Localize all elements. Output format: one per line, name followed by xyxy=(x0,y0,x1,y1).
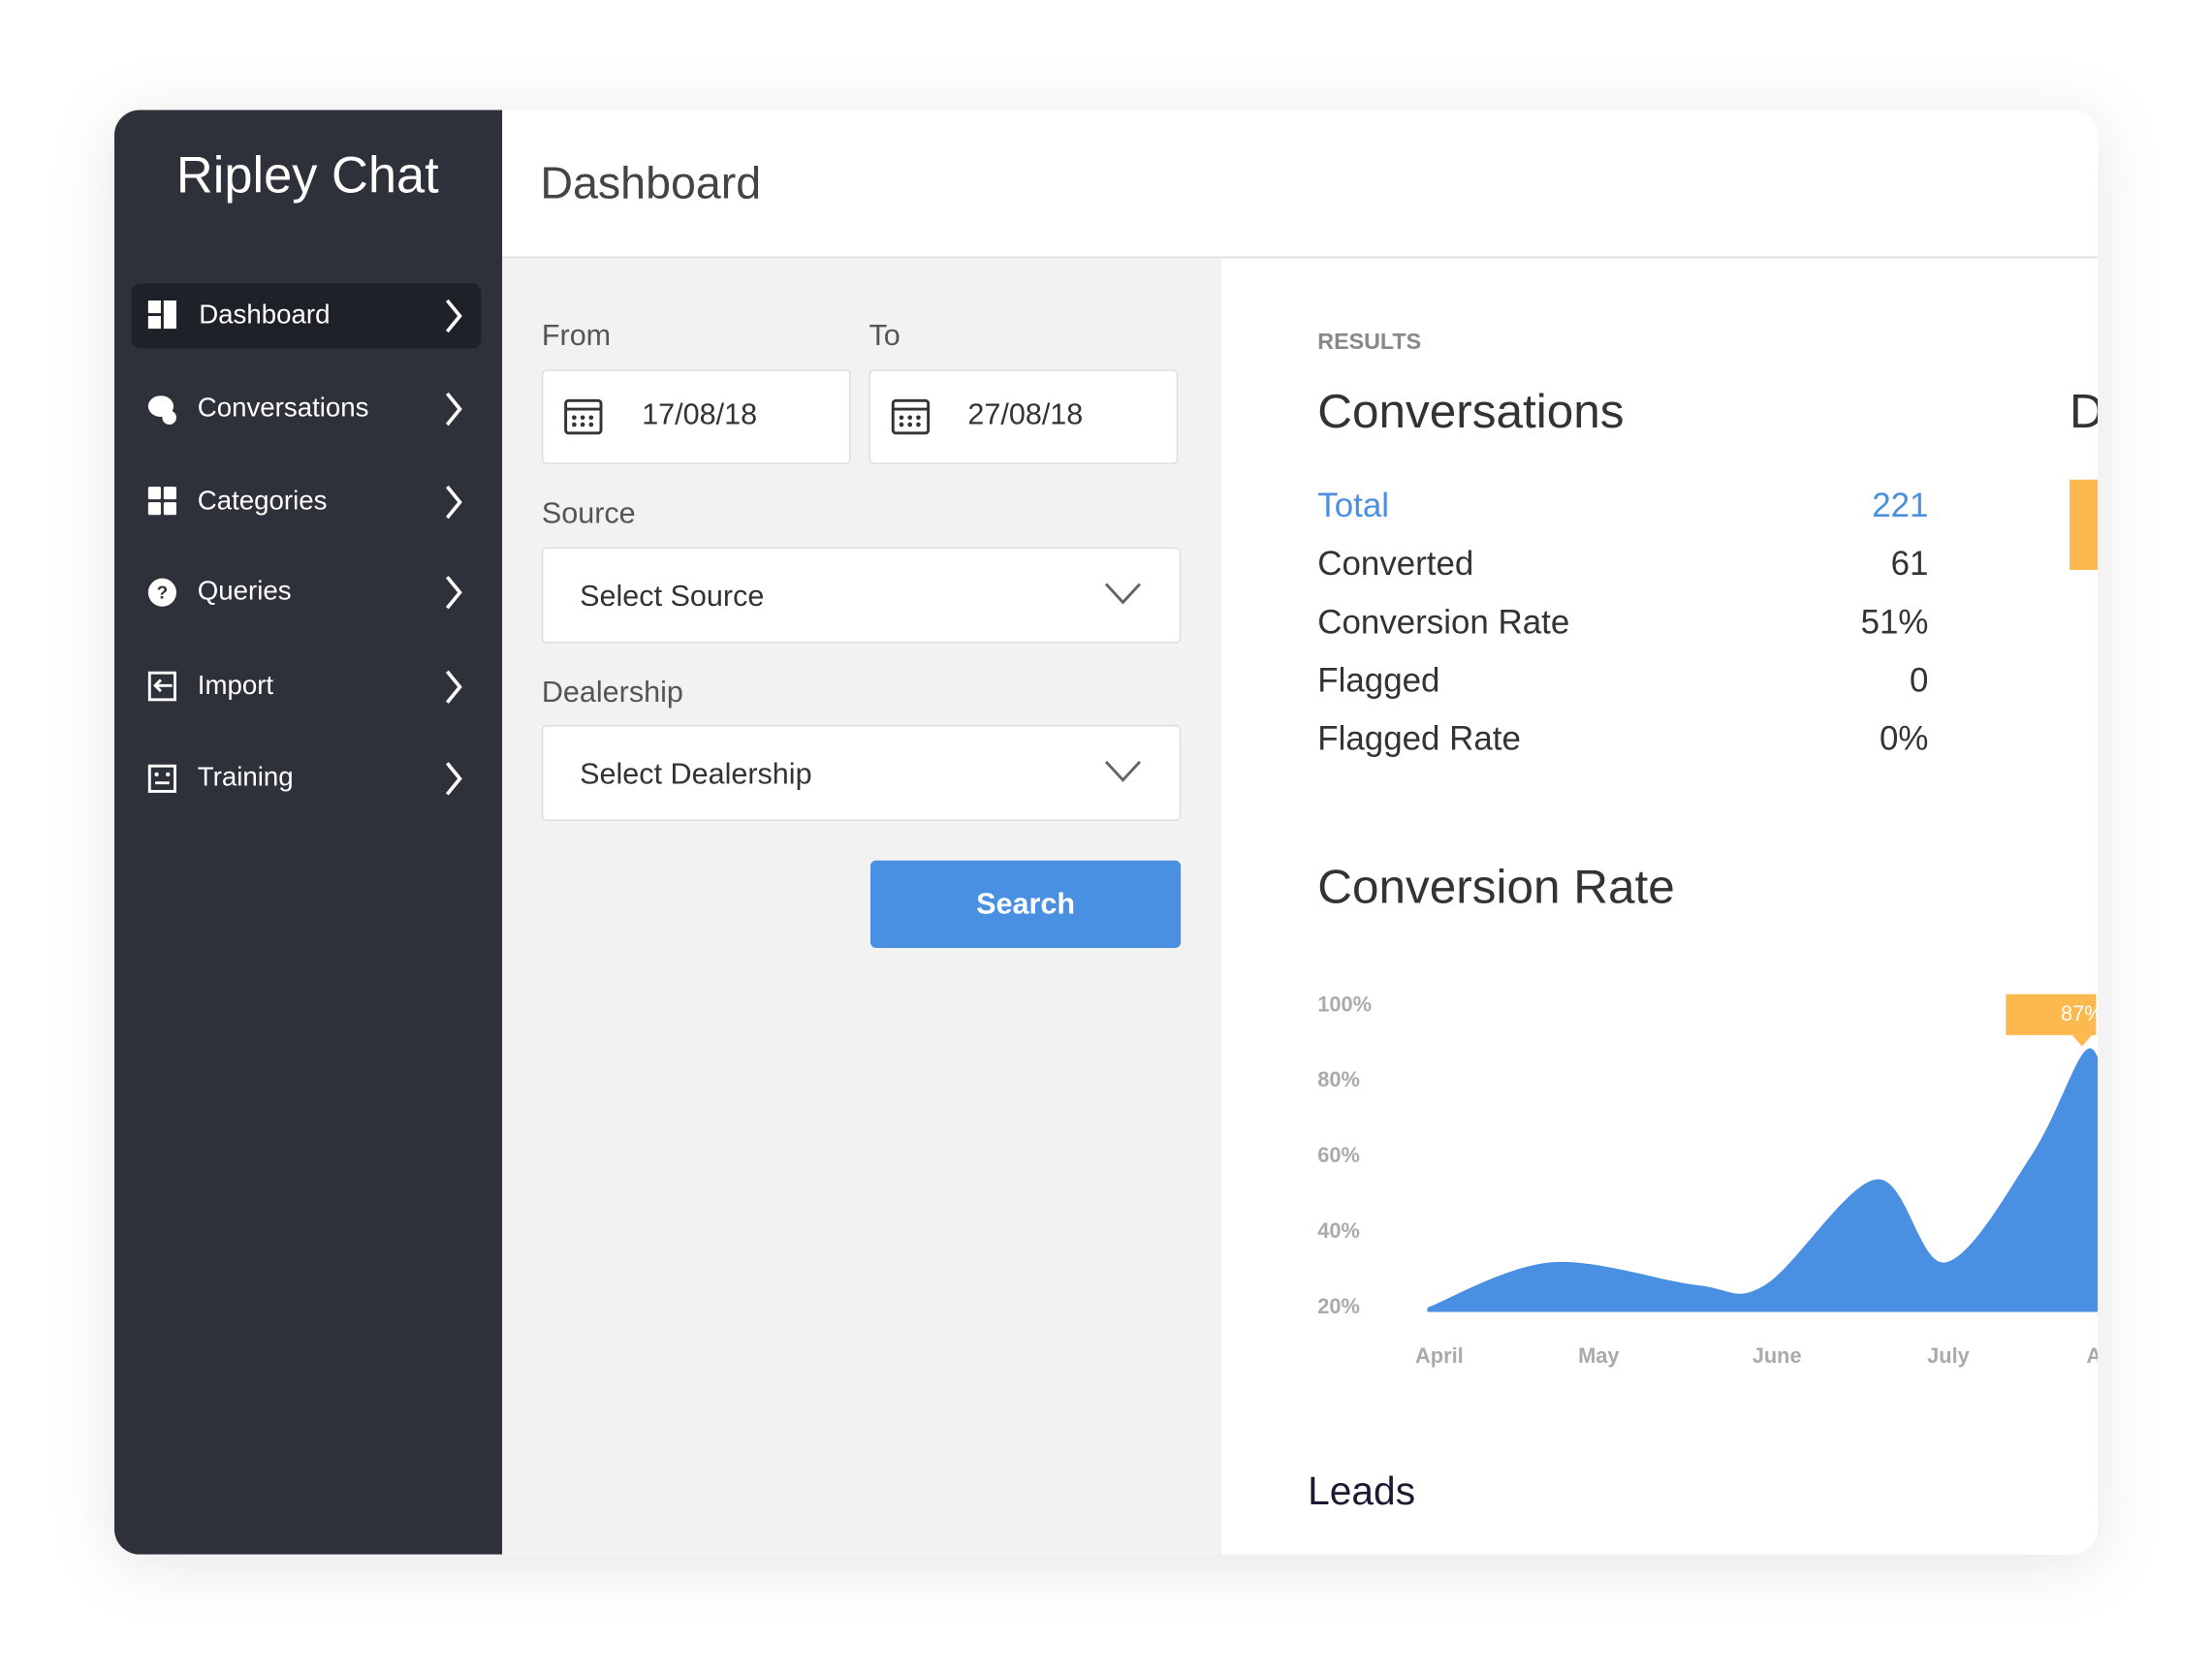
section-title: Conversations xyxy=(1317,385,1624,438)
stat-value: 0 xyxy=(1910,661,1928,699)
nav-item[interactable]: ? Queries xyxy=(147,576,462,610)
header xyxy=(502,110,2099,257)
nav-label[interactable]: Categories xyxy=(198,485,328,515)
nav-active-bg xyxy=(131,283,482,349)
select-placeholder[interactable]: Select Source xyxy=(580,580,764,613)
stat-value: 221 xyxy=(1872,487,1928,524)
y-tick-label: 100% xyxy=(1317,992,1372,1016)
select[interactable]: Select Source xyxy=(541,547,1182,644)
eyebrow: RESULTS xyxy=(1317,329,1421,354)
nav-item[interactable]: Import xyxy=(147,670,462,704)
field-label: To xyxy=(869,319,901,352)
x-tick-label: May xyxy=(1578,1343,1620,1368)
brand: Ripley Chat xyxy=(176,148,439,205)
date-value[interactable]: 17/08/18 xyxy=(642,397,757,430)
nav-label[interactable]: Training xyxy=(198,762,294,792)
stat-label: Conversion Rate xyxy=(1317,603,1569,641)
date-value[interactable]: 27/08/18 xyxy=(967,397,1083,430)
nav-item[interactable]: Categories xyxy=(147,485,462,520)
stat-value: 61 xyxy=(1891,545,1929,583)
search-button[interactable]: Search xyxy=(869,860,1182,948)
nav-item[interactable]: Dashboard xyxy=(147,299,462,333)
peak-pointer xyxy=(2071,1034,2093,1047)
x-tick-label: July xyxy=(1927,1343,1971,1368)
stat-value: 51% xyxy=(1861,603,1929,641)
section-title: Leads xyxy=(1308,1468,1415,1513)
date-input[interactable]: 17/08/18 xyxy=(541,369,851,464)
field-label: Source xyxy=(542,496,636,529)
nav-item[interactable]: Training xyxy=(147,762,462,796)
peak-badge xyxy=(2006,994,2097,1035)
sidebar xyxy=(113,110,503,1555)
select[interactable]: Select Dealership xyxy=(541,725,1182,821)
nav-item[interactable]: Conversations xyxy=(147,392,462,426)
date-input[interactable]: 27/08/18 xyxy=(869,369,1179,464)
page-title: Dashboard xyxy=(540,157,761,207)
nav-label[interactable]: Conversations xyxy=(198,392,369,422)
nav-label[interactable]: Dashboard xyxy=(199,299,330,329)
y-tick-label: 60% xyxy=(1317,1143,1360,1167)
y-tick-label: 80% xyxy=(1317,1067,1360,1091)
stat-label: Flagged xyxy=(1317,661,1439,699)
stat-label: Total xyxy=(1317,487,1389,524)
stat-value: 0% xyxy=(1880,720,1928,758)
y-tick-label: 40% xyxy=(1317,1218,1360,1243)
section-title: D xyxy=(2070,385,2104,438)
peak-label: 87% xyxy=(2061,1001,2103,1026)
chart-title: Conversion Rate xyxy=(1317,860,1674,913)
nav-label[interactable]: Import xyxy=(198,670,274,700)
stat-label: Flagged Rate xyxy=(1317,720,1521,758)
button-label[interactable]: Search xyxy=(976,887,1075,920)
y-tick-label: 20% xyxy=(1317,1294,1360,1318)
x-tick-label: April xyxy=(1415,1343,1464,1368)
svg-text:?: ? xyxy=(157,584,169,604)
area xyxy=(1427,1048,2099,1312)
stat-label: Converted xyxy=(1317,545,1473,583)
x-tick-label: June xyxy=(1753,1343,1802,1368)
select-placeholder[interactable]: Select Dealership xyxy=(580,757,811,790)
nav-label[interactable]: Queries xyxy=(198,576,292,606)
field-label: From xyxy=(542,319,611,352)
cropped-bar xyxy=(2069,479,2099,570)
field-label: Dealership xyxy=(542,676,683,709)
x-tick-label: A xyxy=(2086,1343,2101,1368)
